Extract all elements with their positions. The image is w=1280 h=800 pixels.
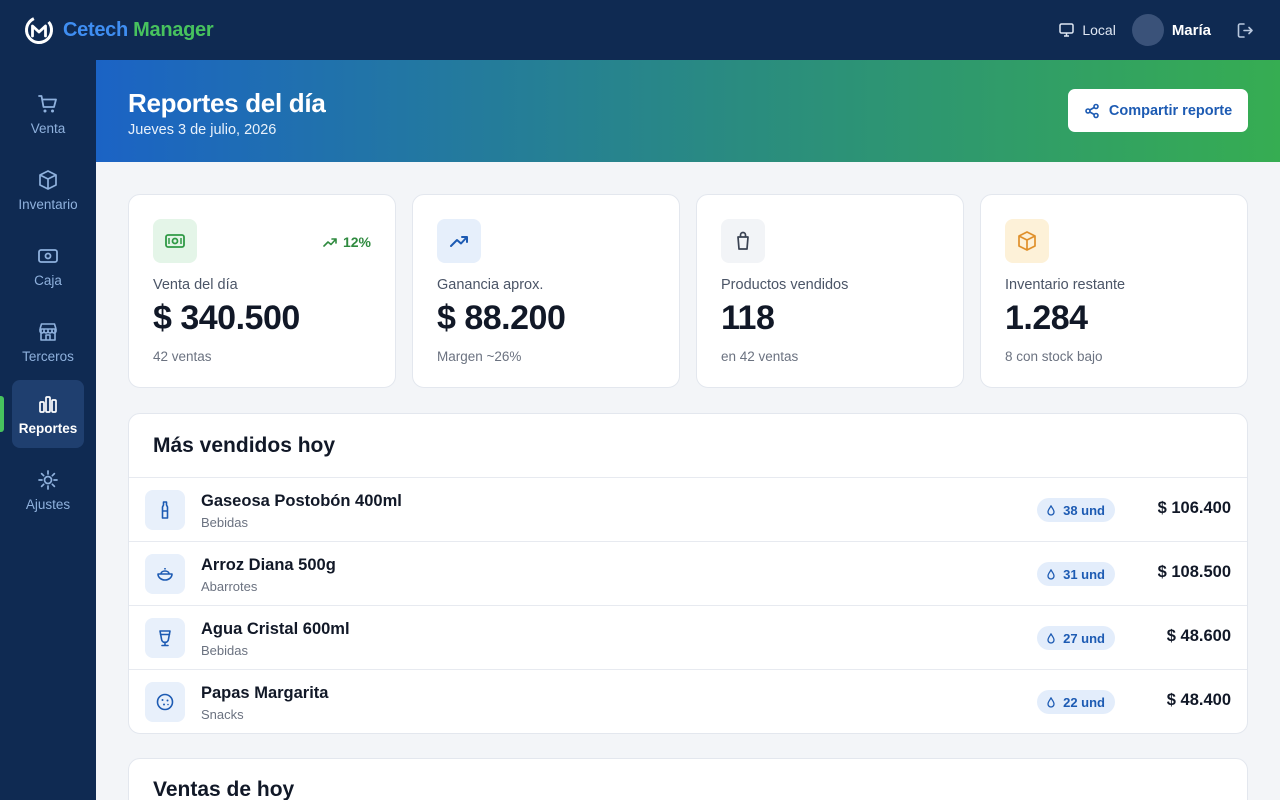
avatar[interactable] bbox=[1131, 14, 1164, 46]
panel-title: Ventas de hoy bbox=[153, 778, 295, 800]
page-date: Jueves 3 de julio, 2026 bbox=[128, 122, 277, 138]
product-total: $ 48.400 bbox=[1166, 691, 1231, 709]
sidebar-item-caja[interactable]: Caja bbox=[12, 232, 84, 300]
top-products-panel: Más vendidos hoy Gaseosa Postobón 400ml … bbox=[128, 413, 1248, 734]
stat-icon-wrap bbox=[437, 219, 481, 263]
page-header: Reportes del día Jueves 3 de julio, 2026… bbox=[96, 60, 1280, 162]
box-icon bbox=[1018, 231, 1036, 251]
share-icon bbox=[1085, 103, 1099, 118]
product-total: $ 108.500 bbox=[1157, 563, 1231, 581]
cash-icon bbox=[38, 248, 58, 263]
cash-icon bbox=[165, 234, 185, 248]
share-report-button[interactable]: Compartir reporte bbox=[1068, 89, 1248, 132]
stat-value: $ 340.500 bbox=[153, 299, 300, 337]
stat-card-profit: Ganancia aprox. $ 88.200 Margen ~26% bbox=[412, 194, 680, 388]
quantity-badge: 38 und bbox=[1037, 498, 1115, 522]
stat-label: Productos vendidos bbox=[721, 277, 849, 293]
drop-icon bbox=[1047, 568, 1055, 580]
product-category: Abarrotes bbox=[201, 579, 258, 594]
sidebar-item-reportes[interactable]: Reportes bbox=[12, 380, 84, 448]
product-name: Gaseosa Postobón 400ml bbox=[201, 492, 402, 510]
stat-foot: 42 ventas bbox=[153, 349, 212, 364]
sidebar: Venta Inventario Caja Terceros Reportes … bbox=[0, 60, 96, 800]
sidebar-item-terceros[interactable]: Terceros bbox=[12, 308, 84, 376]
stat-foot: Margen ~26% bbox=[437, 349, 522, 364]
list-item[interactable]: Agua Cristal 600ml Bebidas 27 und $ 48.6… bbox=[129, 605, 1247, 669]
bar-chart-icon bbox=[39, 395, 57, 413]
product-icon-wrap bbox=[145, 554, 185, 594]
stat-card-products-sold: Productos vendidos 118 en 42 ventas bbox=[696, 194, 964, 388]
stat-icon-wrap bbox=[1005, 219, 1049, 263]
quantity-badge: 31 und bbox=[1037, 562, 1115, 586]
product-total: $ 106.400 bbox=[1157, 499, 1231, 517]
stat-card-inventory: Inventario restante 1.284 8 con stock ba… bbox=[980, 194, 1248, 388]
panel-title: Más vendidos hoy bbox=[153, 434, 336, 457]
logout-icon bbox=[1237, 22, 1253, 38]
product-icon-wrap bbox=[145, 490, 185, 530]
stat-icon-wrap bbox=[721, 219, 765, 263]
sun-gear-icon bbox=[38, 469, 58, 490]
user-name[interactable]: María bbox=[1171, 21, 1211, 39]
bowl-icon bbox=[157, 568, 173, 581]
product-category: Snacks bbox=[201, 707, 244, 722]
sidebar-item-venta[interactable]: Venta bbox=[12, 80, 84, 148]
stat-card-sales: 12% Venta del día $ 340.500 42 ventas bbox=[128, 194, 396, 388]
logo-icon bbox=[25, 16, 53, 44]
bag-icon bbox=[737, 231, 749, 250]
stat-label: Ganancia aprox. bbox=[437, 277, 544, 293]
product-category: Bebidas bbox=[201, 643, 248, 658]
sidebar-item-label: Reportes bbox=[18, 420, 78, 436]
location-selector[interactable]: Local bbox=[1059, 22, 1116, 38]
sidebar-item-ajustes[interactable]: Ajustes bbox=[12, 456, 84, 524]
stat-value: 118 bbox=[721, 299, 775, 337]
stat-value: $ 88.200 bbox=[437, 299, 566, 337]
sidebar-item-inventario[interactable]: Inventario bbox=[12, 156, 84, 224]
sidebar-item-label: Terceros bbox=[22, 348, 74, 364]
page-title: Reportes del día bbox=[128, 88, 326, 118]
product-total: $ 48.600 bbox=[1166, 627, 1231, 645]
product-name: Arroz Diana 500g bbox=[201, 556, 336, 574]
quantity-badge: 22 und bbox=[1037, 690, 1115, 714]
stat-label: Inventario restante bbox=[1005, 277, 1126, 293]
stat-foot: en 42 ventas bbox=[721, 349, 799, 364]
drop-icon bbox=[1047, 632, 1055, 644]
product-category: Bebidas bbox=[201, 515, 248, 530]
monitor-icon bbox=[1059, 23, 1075, 37]
sidebar-item-label: Caja bbox=[34, 272, 62, 288]
product-icon-wrap bbox=[145, 618, 185, 658]
cookie-icon bbox=[156, 693, 174, 711]
location-label: Local bbox=[1082, 22, 1116, 38]
trending-up-icon bbox=[323, 238, 337, 247]
brand[interactable]: Cetech Manager bbox=[24, 15, 214, 45]
active-indicator bbox=[0, 396, 4, 432]
trend-badge: 12% bbox=[323, 234, 371, 250]
sidebar-item-label: Ajustes bbox=[25, 496, 71, 512]
product-icon-wrap bbox=[145, 682, 185, 722]
drop-icon bbox=[1047, 504, 1055, 516]
stat-value: 1.284 bbox=[1005, 299, 1088, 337]
store-icon bbox=[39, 322, 57, 341]
sales-today-panel: Ventas de hoy bbox=[128, 758, 1248, 800]
top-bar: Cetech Manager Local María bbox=[0, 0, 1280, 60]
brand-name: Cetech Manager bbox=[63, 18, 214, 41]
product-name: Agua Cristal 600ml bbox=[201, 620, 350, 638]
glass-icon bbox=[159, 630, 171, 647]
list-item[interactable]: Papas Margarita Snacks 22 und $ 48.400 bbox=[129, 669, 1247, 733]
logout-button[interactable] bbox=[1237, 22, 1254, 39]
stat-foot: 8 con stock bajo bbox=[1005, 349, 1103, 364]
drop-icon bbox=[1047, 696, 1055, 708]
bottle-icon bbox=[161, 501, 169, 519]
stat-icon-wrap bbox=[153, 219, 197, 263]
sidebar-item-label: Venta bbox=[30, 120, 66, 136]
list-item[interactable]: Arroz Diana 500g Abarrotes 31 und $ 108.… bbox=[129, 541, 1247, 605]
cart-icon bbox=[38, 94, 57, 112]
stat-label: Venta del día bbox=[153, 277, 238, 293]
quantity-badge: 27 und bbox=[1037, 626, 1115, 650]
list-item[interactable]: Gaseosa Postobón 400ml Bebidas 38 und $ … bbox=[129, 477, 1247, 541]
product-name: Papas Margarita bbox=[201, 684, 329, 702]
share-label: Compartir reporte bbox=[1108, 102, 1233, 119]
trending-up-icon bbox=[450, 236, 468, 247]
box-icon bbox=[39, 169, 57, 190]
sidebar-item-label: Inventario bbox=[18, 196, 78, 212]
